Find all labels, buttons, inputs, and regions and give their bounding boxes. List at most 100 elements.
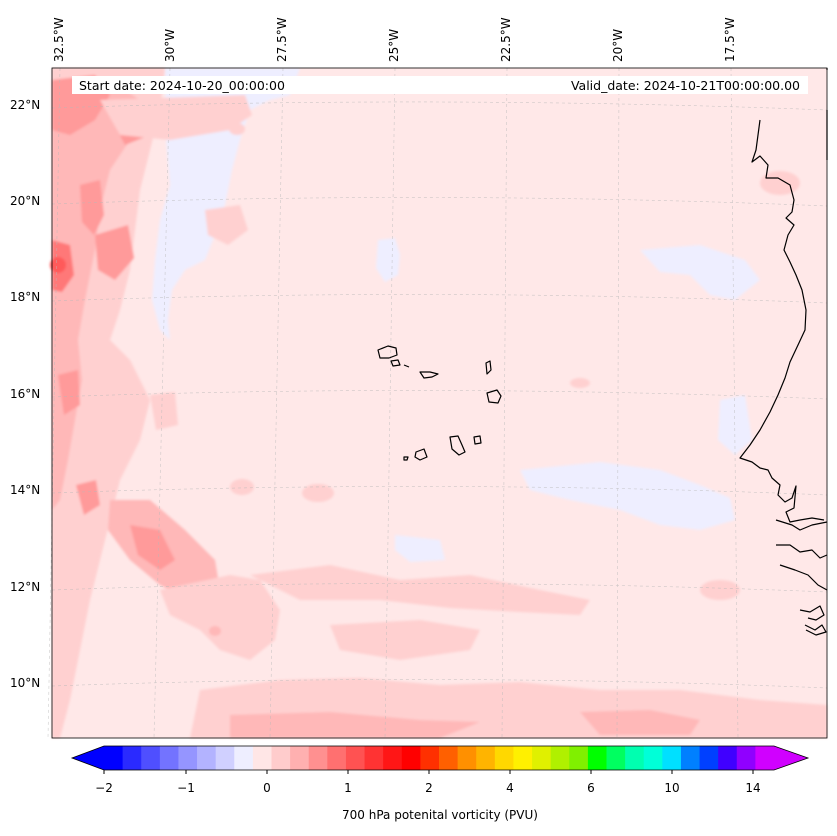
graticule (47, 67, 828, 739)
date-banner (72, 76, 808, 94)
island-maio (473, 435, 482, 445)
colorbar-segment (401, 746, 421, 770)
lat-label-3: 16°N (10, 387, 41, 401)
colorbar-segment (364, 746, 384, 770)
colorbar-segment (345, 746, 366, 770)
pv-region-mid-left (95, 225, 134, 280)
pv-region-negative-southeast (520, 462, 735, 530)
island-boa-vista (486, 389, 502, 404)
pv-spot-6 (229, 123, 245, 135)
colorbar (70, 745, 810, 774)
parallel-2 (51, 197, 828, 207)
colorbar-segment (122, 746, 142, 770)
lat-label-2: 18°N (10, 290, 41, 304)
lat-label-6: 10°N (10, 676, 41, 690)
colorbar-segment (308, 746, 328, 770)
meridian-5 (501, 67, 508, 739)
colorbar-segment (662, 746, 682, 770)
meridian-1 (47, 67, 61, 739)
colorbar-segment (550, 746, 570, 770)
colorbar-under-arrow (72, 746, 104, 770)
map-panel (47, 67, 828, 739)
colorbar-segment (420, 746, 440, 770)
pv-region-south-band-5 (330, 620, 480, 660)
lat-label-4: 14°N (10, 483, 41, 497)
island-brava (403, 456, 409, 461)
pv-region-rib-2 (205, 205, 248, 245)
meridian-4 (384, 67, 396, 739)
colorbar-segment (718, 746, 738, 770)
meridian-3 (269, 67, 284, 739)
lat-label-1: 20°N (10, 194, 41, 208)
start-date-label: Start date: 2024-10-20_00:00:00 (79, 78, 285, 93)
pv-region-south-band-1 (250, 565, 590, 615)
island-sal (485, 360, 492, 375)
colorbar-segment (606, 746, 626, 770)
map-frame (51, 67, 828, 739)
colorbar-segment (494, 746, 514, 770)
colorbar-segment (252, 746, 272, 770)
lon-label-6: 17.5°W (723, 17, 737, 62)
colorbar-tick-label-8: 14 (745, 781, 761, 795)
meridian-2 (153, 67, 171, 739)
colorbar-segment (625, 746, 645, 770)
pv-region-rib-1 (100, 95, 252, 140)
parallel-5 (51, 486, 828, 496)
colorbar-tick-label-5: 4 (506, 781, 514, 795)
colorbar-segment (532, 746, 552, 770)
colorbar-segment (569, 746, 589, 770)
colorbar-segment (736, 746, 756, 770)
colorbar-tick-label-4: 2 (425, 781, 433, 795)
lon-label-4: 22.5°W (499, 17, 513, 62)
colorbar-segment (141, 746, 161, 770)
colorbar-tick-label-0: −2 (95, 781, 113, 795)
pv-max-west (50, 257, 66, 273)
pv-region-sw-streak-core (130, 525, 175, 570)
lat-label-5: 12°N (10, 580, 41, 594)
colorbar-segment (680, 746, 701, 770)
pv-spot-1 (302, 484, 334, 502)
colorbar-segment (234, 746, 254, 770)
pv-spot-5 (209, 626, 221, 636)
lon-label-0: 32.5°W (52, 17, 66, 62)
lon-label-5: 20°W (611, 28, 625, 62)
parallel-4 (51, 390, 828, 400)
pv-spot-8 (700, 580, 740, 600)
colorbar-segment (755, 746, 775, 770)
lat-label-0: 22°N (10, 98, 41, 112)
colorbar-segment (587, 746, 607, 770)
parallel-3 (51, 294, 828, 304)
island-fogo (414, 448, 428, 461)
island-santo-antao (377, 345, 398, 359)
colorbar-tick-label-1: −1 (177, 781, 195, 795)
island-santa-luzia (403, 364, 410, 368)
island-santiago (449, 435, 466, 456)
pv-region-negative-south (395, 535, 445, 562)
colorbar-tick-label-3: 1 (344, 781, 352, 795)
pv-region-sw-streak-2 (160, 575, 280, 660)
pv-region-left-mid3 (76, 480, 100, 515)
parallel-6 (51, 583, 828, 593)
meridian-7 (730, 67, 739, 739)
pv-spot-4 (349, 575, 377, 589)
colorbar-segment (476, 746, 496, 770)
parallel-1 (51, 101, 828, 111)
lon-label-1: 30°W (163, 28, 177, 62)
colorbar-over-arrow (774, 746, 808, 770)
colorbar-segment (643, 746, 663, 770)
colorbar-segment (327, 746, 347, 770)
pv-region-negative-east (640, 245, 760, 300)
colorbar-tick-label-7: 10 (664, 781, 680, 795)
colorbar-segment (215, 746, 235, 770)
pv-spot-2 (230, 479, 254, 495)
pv-region-negative-east2 (718, 395, 752, 455)
pv-contours (50, 68, 827, 738)
lon-label-2: 27.5°W (275, 17, 289, 62)
pv-region-south-band-4 (580, 710, 700, 735)
colorbar-segment (699, 746, 719, 770)
pv-spot-3 (570, 378, 590, 388)
pv-spot-7 (760, 171, 800, 195)
colorbar-segment (197, 746, 217, 770)
colorbar-segment (290, 746, 310, 770)
